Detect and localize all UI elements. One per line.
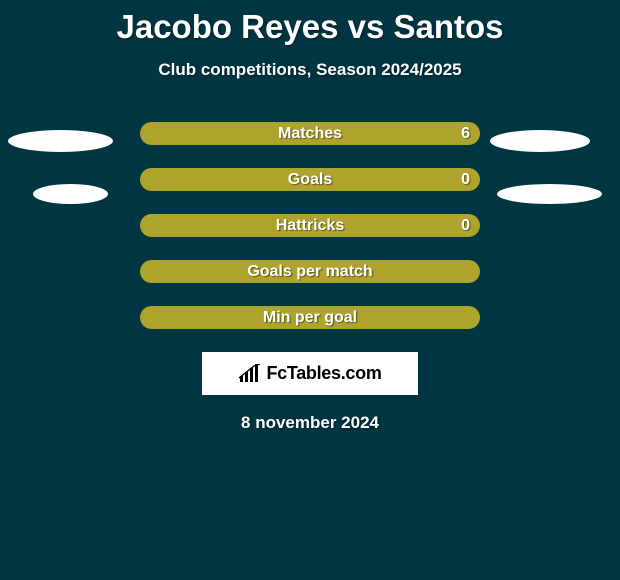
stat-label: Goals [140,168,480,191]
stat-value: 6 [461,122,470,145]
subtitle: Club competitions, Season 2024/2025 [0,60,620,80]
decorative-ellipse [33,184,108,204]
decorative-ellipse [490,130,590,152]
stat-bar-goals-per-match: Goals per match [140,260,480,283]
date-text: 8 november 2024 [0,413,620,433]
stat-bar-min-per-goal: Min per goal [140,306,480,329]
stat-label: Matches [140,122,480,145]
page-title: Jacobo Reyes vs Santos [0,0,620,46]
stat-value: 0 [461,214,470,237]
stat-value: 0 [461,168,470,191]
bar-chart-icon [238,364,262,384]
brand-name: FcTables.com [266,363,381,384]
stat-label: Min per goal [140,306,480,329]
stat-bar-matches: Matches 6 [140,122,480,145]
decorative-ellipse [8,130,113,152]
decorative-ellipse [497,184,602,204]
brand-box: FcTables.com [202,352,418,395]
stat-label: Hattricks [140,214,480,237]
stat-bar-hattricks: Hattricks 0 [140,214,480,237]
bars-area: Matches 6 Goals 0 Hattricks 0 Goals per … [0,122,620,329]
stat-label: Goals per match [140,260,480,283]
stat-bar-goals: Goals 0 [140,168,480,191]
